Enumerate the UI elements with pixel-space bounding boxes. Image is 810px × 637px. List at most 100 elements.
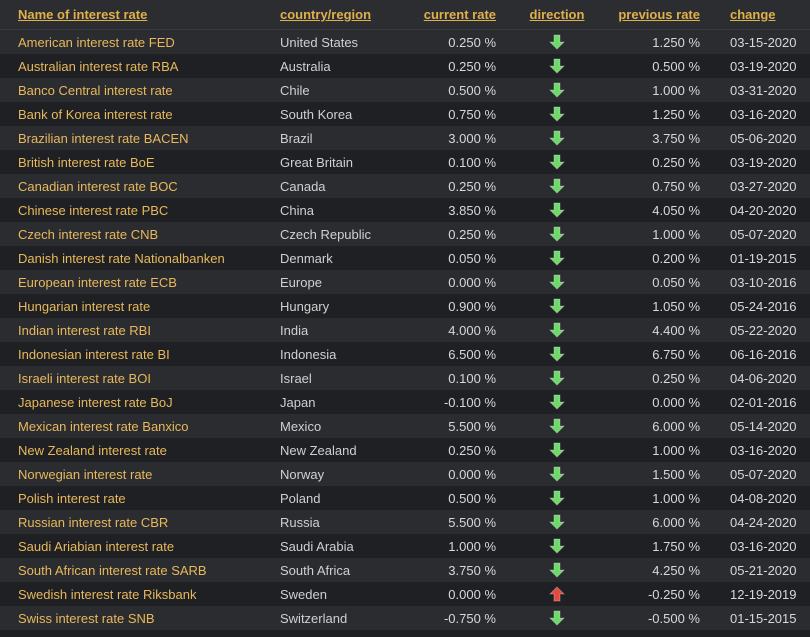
column-header-change[interactable]: change xyxy=(712,0,810,30)
current-rate-cell: 4.000 % xyxy=(398,318,512,342)
direction-cell xyxy=(512,606,602,630)
rate-name-link[interactable]: South African interest rate SARB xyxy=(0,558,280,582)
country-cell: Chile xyxy=(280,78,398,102)
change-date-cell: 03-15-2020 xyxy=(712,29,810,54)
direction-cell xyxy=(512,198,602,222)
previous-rate-cell: 0.000 % xyxy=(602,390,712,414)
rate-name-link[interactable]: Chinese interest rate PBC xyxy=(0,198,280,222)
previous-rate-cell: 1.000 % xyxy=(602,222,712,246)
country-cell: Australia xyxy=(280,54,398,78)
rate-name-link[interactable]: Swedish interest rate Riksbank xyxy=(0,582,280,606)
rate-name-link[interactable]: Japanese interest rate BoJ xyxy=(0,390,280,414)
previous-rate-cell: 0.250 % xyxy=(602,366,712,390)
table-row: Mexican interest rate Banxico Mexico 5.500… xyxy=(0,414,810,438)
change-date-cell: 02-01-2016 xyxy=(712,390,810,414)
rate-name-link[interactable]: Danish interest rate Nationalbanken xyxy=(0,246,280,270)
table-row: Bank of Korea interest rate South Korea 0.… xyxy=(0,102,810,126)
rate-name-link[interactable]: Polish interest rate xyxy=(0,486,280,510)
direction-cell xyxy=(512,54,602,78)
table-row: Russian interest rate CBR Russia 5.500 % 6.… xyxy=(0,510,810,534)
rate-name-link[interactable]: Saudi Ariabian interest rate xyxy=(0,534,280,558)
change-date-cell: 03-19-2020 xyxy=(712,54,810,78)
table-row: Banco Central interest rate Chile 0.500 % 1… xyxy=(0,78,810,102)
country-cell: Japan xyxy=(280,390,398,414)
direction-cell xyxy=(512,342,602,366)
column-header-country[interactable]: country/region xyxy=(280,0,398,30)
current-rate-cell: 0.900 % xyxy=(398,294,512,318)
rate-name-link[interactable]: Norwegian interest rate xyxy=(0,462,280,486)
country-cell: Israel xyxy=(280,366,398,390)
table-row: British interest rate BoE Great Britain 0.… xyxy=(0,150,810,174)
arrow-down-icon xyxy=(549,418,565,434)
current-rate-cell: 0.250 % xyxy=(398,174,512,198)
column-header-current-rate[interactable]: current rate xyxy=(398,0,512,30)
table-body: American interest rate FED United States 0… xyxy=(0,29,810,630)
change-date-cell: 05-22-2020 xyxy=(712,318,810,342)
country-cell: South Korea xyxy=(280,102,398,126)
rate-name-link[interactable]: Mexican interest rate Banxico xyxy=(0,414,280,438)
rate-name-link[interactable]: Russian interest rate CBR xyxy=(0,510,280,534)
table-header-row: Name of interest rate country/region cur… xyxy=(0,0,810,30)
arrow-down-icon xyxy=(549,130,565,146)
country-cell: New Zealand xyxy=(280,438,398,462)
direction-cell xyxy=(512,486,602,510)
country-cell: Saudi Arabia xyxy=(280,534,398,558)
direction-cell xyxy=(512,318,602,342)
rate-name-link[interactable]: Indian interest rate RBI xyxy=(0,318,280,342)
rate-name-link[interactable]: Czech interest rate CNB xyxy=(0,222,280,246)
direction-cell xyxy=(512,246,602,270)
current-rate-cell: 0.100 % xyxy=(398,366,512,390)
column-header-name[interactable]: Name of interest rate xyxy=(0,0,280,30)
change-date-cell: 05-24-2016 xyxy=(712,294,810,318)
country-cell: Russia xyxy=(280,510,398,534)
arrow-down-icon xyxy=(549,442,565,458)
previous-rate-cell: 1.500 % xyxy=(602,462,712,486)
rate-name-link[interactable]: Israeli interest rate BOI xyxy=(0,366,280,390)
rate-name-link[interactable]: Banco Central interest rate xyxy=(0,78,280,102)
current-rate-cell: 0.750 % xyxy=(398,102,512,126)
rate-name-link[interactable]: Hungarian interest rate xyxy=(0,294,280,318)
direction-cell xyxy=(512,558,602,582)
country-cell: Great Britain xyxy=(280,150,398,174)
arrow-down-icon xyxy=(549,154,565,170)
current-rate-cell: 0.250 % xyxy=(398,222,512,246)
rate-name-link[interactable]: Swiss interest rate SNB xyxy=(0,606,280,630)
column-header-previous-rate[interactable]: previous rate xyxy=(602,0,712,30)
previous-rate-cell: 4.050 % xyxy=(602,198,712,222)
rate-name-link[interactable]: New Zealand interest rate xyxy=(0,438,280,462)
current-rate-cell: 0.250 % xyxy=(398,54,512,78)
rate-name-link[interactable]: Bank of Korea interest rate xyxy=(0,102,280,126)
arrow-down-icon xyxy=(549,538,565,554)
arrow-down-icon xyxy=(549,34,565,50)
current-rate-cell: 0.100 % xyxy=(398,150,512,174)
country-cell: China xyxy=(280,198,398,222)
rate-name-link[interactable]: Indonesian interest rate BI xyxy=(0,342,280,366)
table-row: Norwegian interest rate Norway 0.000 % 1.50… xyxy=(0,462,810,486)
direction-cell xyxy=(512,582,602,606)
rate-name-link[interactable]: Canadian interest rate BOC xyxy=(0,174,280,198)
direction-cell xyxy=(512,390,602,414)
current-rate-cell: 0.250 % xyxy=(398,438,512,462)
previous-rate-cell: 3.750 % xyxy=(602,126,712,150)
table-row: South African interest rate SARB South Af… xyxy=(0,558,810,582)
rate-name-link[interactable]: Australian interest rate RBA xyxy=(0,54,280,78)
current-rate-cell: -0.100 % xyxy=(398,390,512,414)
rate-name-link[interactable]: Brazilian interest rate BACEN xyxy=(0,126,280,150)
direction-cell xyxy=(512,462,602,486)
direction-cell xyxy=(512,366,602,390)
arrow-down-icon xyxy=(549,514,565,530)
arrow-up-icon xyxy=(549,586,565,602)
rate-name-link[interactable]: American interest rate FED xyxy=(0,29,280,54)
table-row: Australian interest rate RBA Australia 0.2… xyxy=(0,54,810,78)
change-date-cell: 05-07-2020 xyxy=(712,462,810,486)
current-rate-cell: 5.500 % xyxy=(398,510,512,534)
table-row: Japanese interest rate BoJ Japan -0.100 % 0… xyxy=(0,390,810,414)
country-cell: Denmark xyxy=(280,246,398,270)
current-rate-cell: -0.750 % xyxy=(398,606,512,630)
table-row: European interest rate ECB Europe 0.000 % 0… xyxy=(0,270,810,294)
column-header-direction[interactable]: direction xyxy=(512,0,602,30)
rate-name-link[interactable]: European interest rate ECB xyxy=(0,270,280,294)
rate-name-link[interactable]: British interest rate BoE xyxy=(0,150,280,174)
country-cell: South Africa xyxy=(280,558,398,582)
